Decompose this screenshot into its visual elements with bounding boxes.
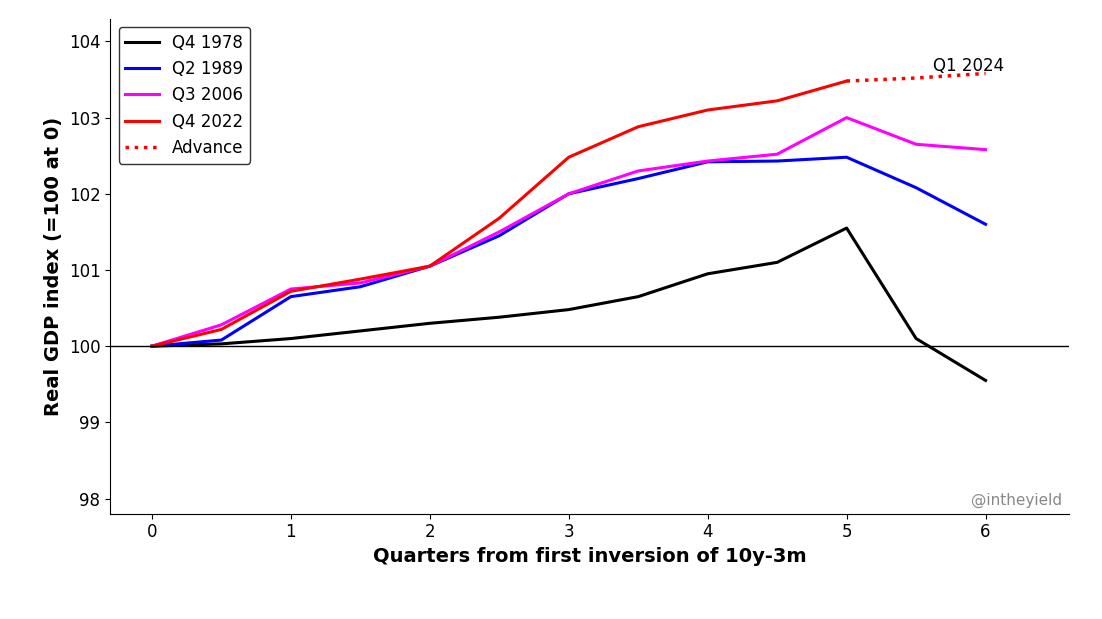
Y-axis label: Real GDP index (=100 at 0): Real GDP index (=100 at 0) xyxy=(44,116,63,416)
X-axis label: Quarters from first inversion of 10y-3m: Quarters from first inversion of 10y-3m xyxy=(372,547,807,566)
Text: @intheyield: @intheyield xyxy=(971,493,1062,508)
Text: Q1 2024: Q1 2024 xyxy=(932,57,1004,75)
Legend: Q4 1978, Q2 1989, Q3 2006, Q4 2022, Advance: Q4 1978, Q2 1989, Q3 2006, Q4 2022, Adva… xyxy=(119,27,250,163)
